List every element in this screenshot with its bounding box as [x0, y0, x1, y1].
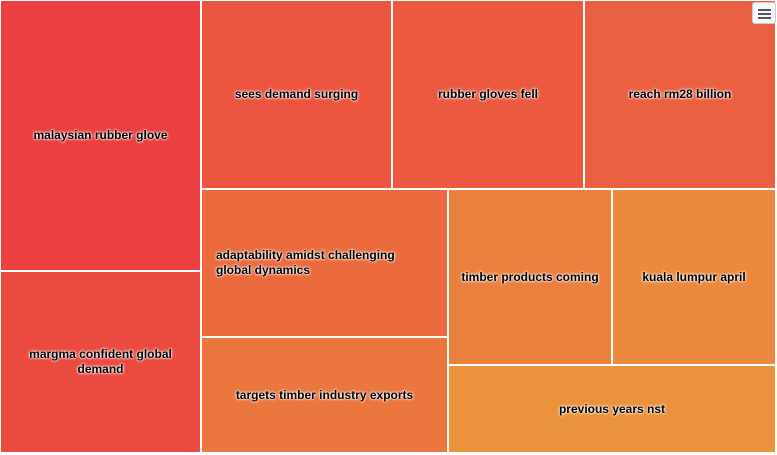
- treemap-tile[interactable]: rubber gloves fell: [392, 0, 584, 189]
- treemap-tile-label: rubber gloves fell: [437, 87, 539, 101]
- treemap-tile[interactable]: previous years nst: [448, 365, 776, 453]
- chart-menu-button[interactable]: [752, 2, 776, 24]
- treemap-tile-label: adaptability amidst challenging global d…: [216, 248, 395, 277]
- treemap-tile-label: kuala lumpur april: [642, 269, 746, 284]
- treemap-tile-label: timber products coming: [461, 269, 599, 284]
- menu-icon-bar: [758, 17, 771, 19]
- treemap-tile[interactable]: sees demand surging: [201, 0, 392, 189]
- treemap-tile-label: targets timber industry exports: [235, 387, 414, 402]
- treemap-tile-label: margma confident global demand: [29, 347, 172, 376]
- treemap-tile[interactable]: kuala lumpur april: [612, 189, 776, 365]
- treemap-tile-label: malaysian rubber glove: [33, 128, 168, 142]
- treemap-tile[interactable]: reach rm28 billion: [584, 0, 776, 189]
- treemap-tile-label: sees demand surging: [234, 87, 359, 101]
- treemap-tile-label: previous years nst: [558, 401, 666, 416]
- treemap-tile[interactable]: timber products coming: [448, 189, 612, 365]
- treemap-tile[interactable]: targets timber industry exports: [201, 337, 448, 453]
- treemap-tile[interactable]: adaptability amidst challenging global d…: [201, 189, 448, 337]
- treemap-tile[interactable]: margma confident global demand: [0, 271, 201, 453]
- treemap-tile[interactable]: malaysian rubber glove: [0, 0, 201, 271]
- menu-icon: [758, 9, 771, 11]
- treemap-tile-label: reach rm28 billion: [628, 87, 732, 101]
- menu-icon-bar: [758, 13, 771, 15]
